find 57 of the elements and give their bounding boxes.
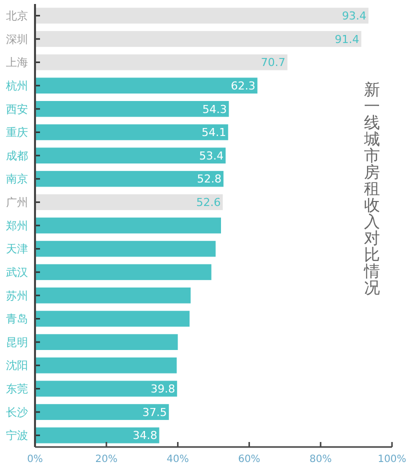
chart-title: 新一线城市房租收入对比情况: [364, 80, 380, 297]
x-tick-label: 100%: [378, 454, 406, 465]
y-tick-label: 重庆: [6, 126, 28, 140]
y-tick-label: 昆明: [6, 336, 28, 349]
y-tick-label: 苏州: [6, 289, 28, 302]
y-tick-label: 北京: [6, 10, 28, 23]
bar: [35, 334, 178, 350]
data-label: 70.7: [260, 56, 286, 70]
bar: [35, 357, 177, 374]
bar: [35, 31, 362, 47]
y-tick-label: 西安: [6, 102, 28, 116]
y-tick-label: 杭州: [5, 79, 28, 92]
x-tick-label: 20%: [95, 454, 118, 465]
data-label: 52.6: [196, 196, 221, 210]
y-tick-label: 天津: [6, 242, 28, 256]
y-tick-label: 沈阳: [6, 359, 28, 372]
bar: [35, 218, 221, 234]
y-tick-label: 东莞: [6, 382, 28, 396]
data-label: 91.4: [334, 32, 360, 46]
bar: [35, 380, 178, 397]
bar: [35, 170, 224, 187]
bar: [35, 310, 190, 327]
x-tick-label: 80%: [309, 454, 332, 465]
data-label: 62.3: [230, 79, 256, 92]
y-tick-label: 深圳: [6, 32, 28, 46]
bar: [35, 288, 191, 304]
bar: [35, 8, 368, 24]
y-tick-label: 成都: [6, 149, 28, 162]
bar: [35, 404, 169, 420]
y-tick-label: 郑州: [6, 219, 28, 232]
bar: [35, 148, 226, 164]
bar: [35, 54, 288, 70]
data-label: 54.3: [202, 102, 227, 116]
y-tick-label: 上海: [6, 56, 28, 70]
data-label: 52.8: [196, 172, 222, 186]
bar: [35, 264, 212, 280]
bar: [35, 240, 216, 257]
x-tick-label: 40%: [166, 454, 189, 465]
y-tick-label: 广州: [6, 196, 28, 210]
x-tick-label: 0%: [27, 454, 43, 465]
data-label: 93.4: [342, 10, 366, 23]
data-label: 34.8: [132, 429, 158, 442]
data-label: 53.4: [199, 149, 224, 162]
x-tick-label: 60%: [238, 454, 260, 465]
bar: [35, 124, 228, 140]
y-tick-label: 武汉: [6, 266, 28, 279]
bar: [35, 100, 229, 117]
y-tick-label: 南京: [6, 172, 28, 186]
bar: [35, 427, 160, 444]
y-tick-label: 青岛: [6, 312, 28, 326]
y-tick-label: 宁波: [6, 429, 28, 442]
data-label: 37.5: [142, 406, 167, 419]
data-label: 39.8: [150, 382, 176, 396]
bar: [35, 194, 223, 210]
y-tick-label: 长沙: [6, 406, 28, 419]
bar: [35, 78, 258, 94]
data-label: 54.1: [202, 126, 226, 140]
